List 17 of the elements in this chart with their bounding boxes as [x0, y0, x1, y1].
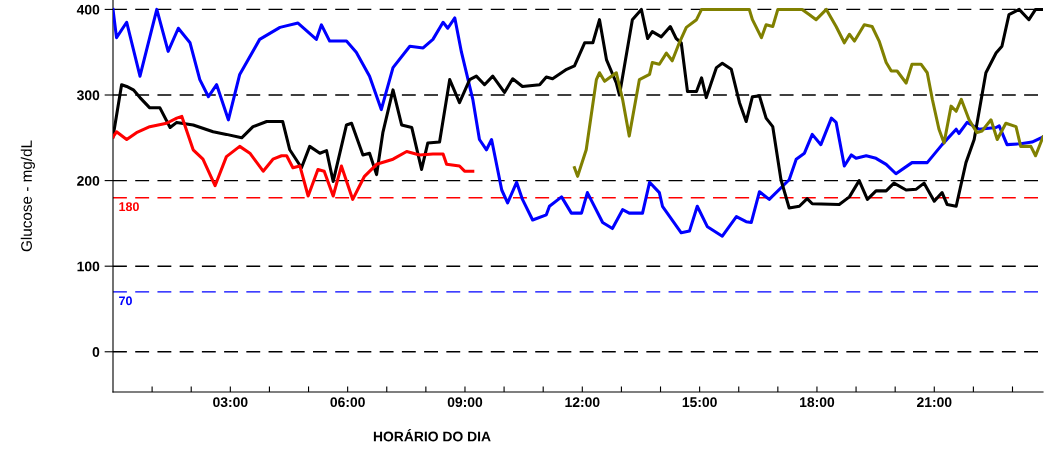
- y-tick-label: 300: [76, 90, 100, 101]
- x-axis-title: HORÁRIO DO DIA: [373, 428, 491, 442]
- x-tick-label: 12:00: [565, 397, 600, 408]
- x-tick-label: 06:00: [330, 397, 365, 408]
- y-tick-label: 100: [77, 261, 100, 272]
- x-tick-label: 03:00: [213, 397, 248, 408]
- ref-line-label: 180: [119, 202, 139, 212]
- x-tick-label: 15:00: [682, 397, 717, 408]
- y-axis-title: Glucose - mg/dL: [20, 140, 35, 252]
- y-tick-label: 400: [76, 4, 100, 15]
- ref-line-label: 70: [119, 296, 132, 306]
- x-tick-label: 09:00: [447, 397, 483, 408]
- y-tick-label: 200: [77, 175, 100, 186]
- x-tick-label: 21:00: [917, 397, 952, 408]
- line-series: [572, 7, 1043, 178]
- x-tick-label: 18:00: [800, 397, 835, 408]
- y-tick-label: 0: [92, 347, 100, 357]
